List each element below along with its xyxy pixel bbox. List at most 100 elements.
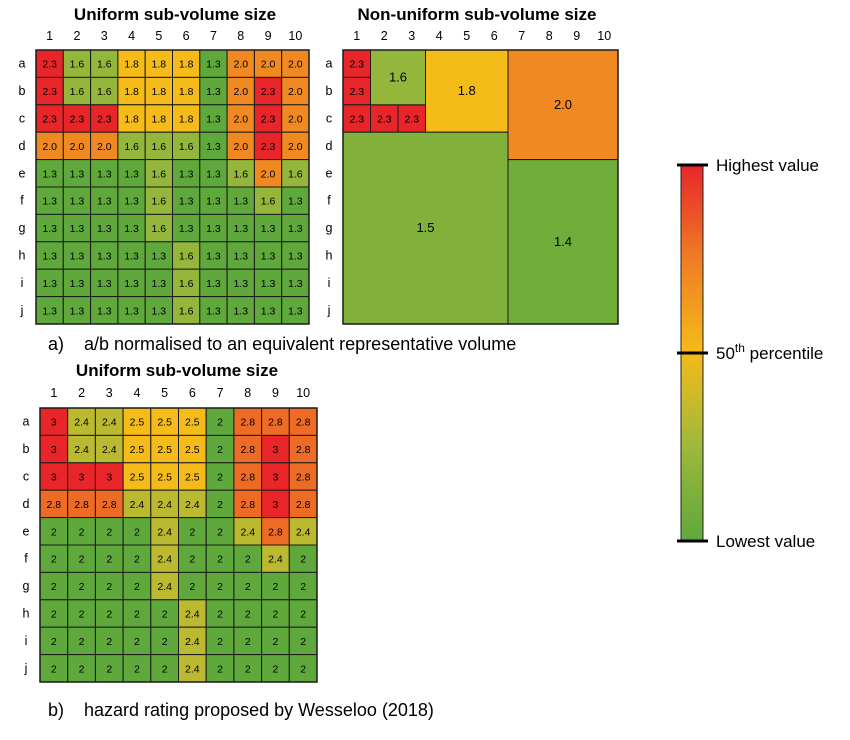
cell-value: 2 [51, 581, 57, 593]
cell-value: 1.8 [179, 114, 194, 126]
caption-b: b) hazard rating proposed by Wesseloo (2… [48, 700, 434, 720]
heatmap-cell [226, 296, 255, 325]
cell-value: 2.5 [157, 472, 172, 484]
heatmap-cell [150, 544, 180, 573]
cell-value: 2 [189, 526, 195, 538]
column-label: 6 [183, 29, 190, 43]
cell-value: 2 [79, 581, 85, 593]
heatmap-cell [178, 571, 207, 601]
heatmap-cell [199, 131, 228, 161]
panel-b-title: Uniform sub-volume size [76, 361, 278, 380]
cell-value: 1.3 [97, 223, 112, 235]
heatmap-cell [233, 462, 263, 491]
heatmap-cell [178, 517, 207, 546]
cell-value: 2 [245, 636, 251, 648]
row-label: i [21, 276, 24, 290]
cell-value: 1.3 [70, 168, 85, 180]
heatmap-cell [253, 213, 283, 243]
cell-value: 1.3 [152, 251, 167, 263]
cell-value: 3 [51, 444, 57, 456]
cell-value: 1.6 [152, 168, 167, 180]
heatmap-cell [172, 213, 201, 243]
cell-value: 1.3 [124, 251, 139, 263]
cell-value: 2.4 [185, 663, 200, 675]
column-label: 5 [155, 29, 162, 43]
cell-value: 2.4 [185, 499, 200, 511]
cell-value: 2.0 [288, 141, 303, 153]
block-value: 2.3 [349, 114, 364, 126]
cell-value: 1.6 [152, 141, 167, 153]
heatmap-cell [172, 49, 201, 78]
cell-value: 2 [51, 636, 57, 648]
heatmap-cell [122, 571, 152, 601]
cell-value: 1.3 [70, 251, 85, 263]
heatmap-cell [281, 159, 310, 188]
block-value: 2.3 [349, 86, 364, 98]
heatmap-cell [199, 296, 228, 325]
cell-value: 1.3 [288, 223, 303, 235]
cell-value: 2 [134, 609, 140, 621]
column-label: 10 [597, 29, 611, 43]
block-value: 1.8 [458, 83, 476, 98]
row-label: j [20, 303, 24, 317]
cell-value: 2 [300, 609, 306, 621]
heatmap-cell [62, 159, 92, 188]
cell-value: 1.3 [206, 168, 221, 180]
column-label: 8 [237, 29, 244, 43]
cell-value: 1.6 [70, 59, 85, 71]
cell-value: 1.3 [206, 86, 221, 98]
heatmap-cell [172, 186, 201, 215]
cell-value: 3 [273, 499, 279, 511]
cell-value: 1.3 [233, 251, 248, 263]
heatmap-cell [67, 489, 96, 519]
heatmap-cell [172, 296, 201, 325]
row-label: i [328, 276, 331, 290]
cell-value: 2.0 [233, 86, 248, 98]
row-label: a [23, 415, 30, 429]
cell-value: 2.5 [157, 444, 172, 456]
cell-value: 2 [134, 554, 140, 566]
cell-value: 2.5 [130, 472, 145, 484]
cell-value: 2 [51, 526, 57, 538]
heatmap-cell [144, 159, 173, 188]
heatmap-cell [150, 626, 180, 656]
cell-value: 2 [79, 526, 85, 538]
column-label: 1 [353, 29, 360, 43]
row-label: a [326, 57, 333, 71]
cell-value: 2.5 [130, 444, 145, 456]
cell-value: 3 [106, 472, 112, 484]
heatmap-cell [253, 268, 283, 298]
cell-value: 2.3 [261, 114, 276, 126]
cell-value: 1.3 [97, 278, 112, 290]
cell-value: 2 [134, 526, 140, 538]
cell-value: 1.6 [152, 223, 167, 235]
row-label: a [19, 57, 26, 71]
cell-value: 1.3 [124, 196, 139, 208]
cell-value: 1.3 [70, 305, 85, 317]
cell-value: 2.3 [42, 59, 57, 71]
cell-value: 2 [51, 663, 57, 675]
heatmap-cell [117, 241, 146, 270]
cell-value: 1.3 [233, 305, 248, 317]
heatmap-cell [233, 571, 263, 601]
heatmap-cell [226, 268, 255, 298]
heatmap-cell [150, 654, 180, 683]
cell-value: 1.3 [70, 223, 85, 235]
row-label: e [23, 524, 30, 538]
cell-value: 2.4 [157, 526, 172, 538]
heatmap-cell [226, 213, 255, 243]
column-label: 3 [408, 29, 415, 43]
cell-value: 2.5 [185, 417, 200, 429]
cell-value: 2.5 [130, 417, 145, 429]
heatmap-block [342, 131, 509, 325]
column-label: 9 [573, 29, 580, 43]
cell-value: 2 [106, 581, 112, 593]
cell-value: 2.8 [296, 499, 311, 511]
heatmap-cell [233, 517, 263, 546]
cell-value: 2.4 [157, 554, 172, 566]
column-label: 7 [210, 29, 217, 43]
cell-value: 1.6 [261, 196, 276, 208]
row-label: d [23, 497, 30, 511]
